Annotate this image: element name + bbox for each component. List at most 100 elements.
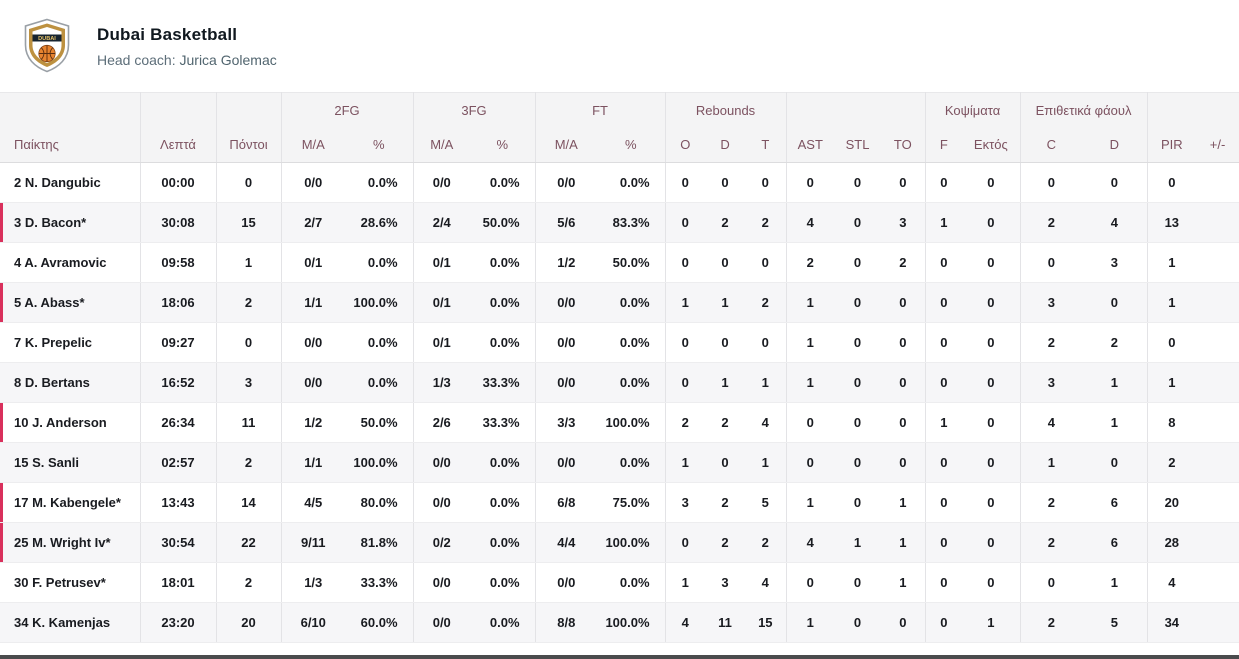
stat-cell-pts: 2 xyxy=(216,282,282,323)
stat-cell-reb_t: 1 xyxy=(745,442,787,483)
stat-cell-plus_minus xyxy=(1196,602,1239,643)
stat-cell-reb_t: 5 xyxy=(745,482,787,523)
stat-cell-reb_d: 2 xyxy=(705,482,746,523)
stat-cell-ft_ma: 0/0 xyxy=(535,442,598,483)
stat-cell-fg2_pct: 0.0% xyxy=(345,162,414,203)
player-row[interactable]: 4 A. Avramovic 09:58 1 0/1 0.0% 0/1 0.0% 1/2 50.… xyxy=(0,242,1239,283)
player-name-cell[interactable]: 2 N. Dangubic xyxy=(0,162,141,203)
stat-cell-fg3_ma: 0/1 xyxy=(413,282,471,323)
col-header-player: Παίκτης xyxy=(0,127,141,163)
stat-cell-fouls_c: 0 xyxy=(1020,562,1083,603)
stat-cell-fg3_pct: 0.0% xyxy=(470,242,536,283)
stat-cell-fouls_d: 0 xyxy=(1082,162,1148,203)
player-name-cell[interactable]: 17 M. Kabengele* xyxy=(0,482,141,523)
stat-cell-reb_d: 2 xyxy=(705,202,746,243)
coach-label: Head coach: xyxy=(97,51,176,68)
player-row[interactable]: 25 M. Wright Iv* 30:54 22 9/11 81.8% 0/2 0.0% 4… xyxy=(0,522,1239,563)
team-logo-wordmark: DUBAI xyxy=(38,36,56,42)
col-header-fouls-drawn: D xyxy=(1082,127,1148,163)
stat-cell-stl: 0 xyxy=(834,602,882,643)
stat-cell-stl: 0 xyxy=(834,482,882,523)
col-header-minutes: Λεπτά xyxy=(140,127,217,163)
stat-cell-stl: 0 xyxy=(834,202,882,243)
player-name-cell[interactable]: 10 J. Anderson xyxy=(0,402,141,443)
stat-cell-fg2_pct: 100.0% xyxy=(345,282,414,323)
stat-cell-pir: 0 xyxy=(1147,322,1197,363)
player-row[interactable]: 17 M. Kabengele* 13:43 14 4/5 80.0% 0/0 0.0% 6/… xyxy=(0,482,1239,523)
stat-cell-ft_ma: 0/0 xyxy=(535,362,598,403)
stat-cell-to: 2 xyxy=(881,242,926,283)
player-name-cell[interactable]: 3 D. Bacon* xyxy=(0,202,141,243)
player-name-cell[interactable]: 4 A. Avramovic xyxy=(0,242,141,283)
stat-cell-pir: 1 xyxy=(1147,362,1197,403)
stat-cell-blk_against: 0 xyxy=(962,162,1021,203)
player-name-cell[interactable]: 15 S. Sanli xyxy=(0,442,141,483)
player-name-cell[interactable]: 7 K. Prepelic xyxy=(0,322,141,363)
player-name-cell[interactable]: 25 M. Wright Iv* xyxy=(0,522,141,563)
stat-cell-ft_pct: 83.3% xyxy=(597,202,666,243)
player-name-cell[interactable]: 8 D. Bertans xyxy=(0,362,141,403)
stat-cell-fg3_pct: 0.0% xyxy=(470,322,536,363)
stat-cell-reb_t: 4 xyxy=(745,402,787,443)
stat-cell-reb_o: 4 xyxy=(665,602,706,643)
stat-cell-ft_ma: 0/0 xyxy=(535,282,598,323)
horizontal-scrollbar[interactable] xyxy=(0,655,1239,659)
stat-cell-blk_f: 0 xyxy=(925,602,963,643)
player-row[interactable]: 7 K. Prepelic 09:27 0 0/0 0.0% 0/1 0.0% 0/0 0.0%… xyxy=(0,322,1239,363)
stat-cell-to: 1 xyxy=(881,562,926,603)
stat-cell-min: 30:08 xyxy=(140,202,217,243)
stat-cell-min: 16:52 xyxy=(140,362,217,403)
player-row[interactable]: 8 D. Bertans 16:52 3 0/0 0.0% 1/3 33.3% 0/0 0.0%… xyxy=(0,362,1239,403)
stat-cell-stl: 0 xyxy=(834,402,882,443)
stat-cell-ft_pct: 0.0% xyxy=(597,282,666,323)
player-row[interactable]: 30 F. Petrusev* 18:01 2 1/3 33.3% 0/0 0.0% 0/0 0… xyxy=(0,562,1239,603)
team-text: Dubai Basketball Head coach: Jurica Gole… xyxy=(97,25,277,68)
stat-cell-fg2_ma: 0/0 xyxy=(281,322,345,363)
stat-cell-fg2_ma: 4/5 xyxy=(281,482,345,523)
player-name-cell[interactable]: 34 K. Kamenjas xyxy=(0,602,141,643)
player-name-cell[interactable]: 30 F. Petrusev* xyxy=(0,562,141,603)
stat-cell-fg2_pct: 28.6% xyxy=(345,202,414,243)
stat-cell-ast: 1 xyxy=(786,362,835,403)
stat-cell-blk_against: 0 xyxy=(962,322,1021,363)
stat-cell-min: 26:34 xyxy=(140,402,217,443)
stat-cell-fg3_ma: 0/0 xyxy=(413,562,471,603)
stat-cell-plus_minus xyxy=(1196,402,1239,443)
team-header: DUBAI Dubai Basketball Head coach: Juric… xyxy=(0,0,1239,92)
stat-cell-reb_d: 0 xyxy=(705,162,746,203)
stat-cell-blk_against: 0 xyxy=(962,522,1021,563)
stat-cell-fg2_ma: 9/11 xyxy=(281,522,345,563)
stat-cell-ft_pct: 0.0% xyxy=(597,442,666,483)
stat-cell-ast: 1 xyxy=(786,282,835,323)
player-row[interactable]: 34 K. Kamenjas 23:20 20 6/10 60.0% 0/0 0.0% 8/8… xyxy=(0,602,1239,643)
col-header-reb-t: T xyxy=(745,127,787,163)
stat-cell-blk_f: 0 xyxy=(925,282,963,323)
player-row[interactable]: 2 N. Dangubic 00:00 0 0/0 0.0% 0/0 0.0% 0/0 0.0%… xyxy=(0,162,1239,203)
stat-cell-pir: 1 xyxy=(1147,242,1197,283)
stat-cell-to: 0 xyxy=(881,162,926,203)
stat-cell-reb_o: 0 xyxy=(665,202,706,243)
stat-cell-pts: 2 xyxy=(216,442,282,483)
player-row[interactable]: 5 A. Abass* 18:06 2 1/1 100.0% 0/1 0.0% 0/0 0.0%… xyxy=(0,282,1239,323)
player-name-cell[interactable]: 5 A. Abass* xyxy=(0,282,141,323)
stat-cell-fg3_ma: 0/2 xyxy=(413,522,471,563)
stat-cell-fouls_d: 3 xyxy=(1082,242,1148,283)
stat-cell-stl: 0 xyxy=(834,442,882,483)
player-row[interactable]: 3 D. Bacon* 30:08 15 2/7 28.6% 2/4 50.0% 5/6 83.… xyxy=(0,202,1239,243)
stat-cell-fouls_c: 4 xyxy=(1020,402,1083,443)
stat-cell-fouls_c: 2 xyxy=(1020,202,1083,243)
stat-cell-blk_against: 0 xyxy=(962,242,1021,283)
stat-cell-pts: 22 xyxy=(216,522,282,563)
player-row[interactable]: 10 J. Anderson 26:34 11 1/2 50.0% 2/6 33.3% 3/3… xyxy=(0,402,1239,443)
stat-cell-min: 18:06 xyxy=(140,282,217,323)
stat-cell-pir: 0 xyxy=(1147,162,1197,203)
col-header-reb-o: O xyxy=(665,127,706,163)
stat-cell-fg3_ma: 0/1 xyxy=(413,242,471,283)
group-spacer-plusminus xyxy=(1196,92,1239,127)
stat-cell-fouls_c: 2 xyxy=(1020,322,1083,363)
stat-cell-pts: 3 xyxy=(216,362,282,403)
col-header-blocks-against: Εκτός xyxy=(962,127,1021,163)
player-row[interactable]: 15 S. Sanli 02:57 2 1/1 100.0% 0/0 0.0% 0/0 0.0%… xyxy=(0,442,1239,483)
stat-cell-fg3_pct: 0.0% xyxy=(470,162,536,203)
